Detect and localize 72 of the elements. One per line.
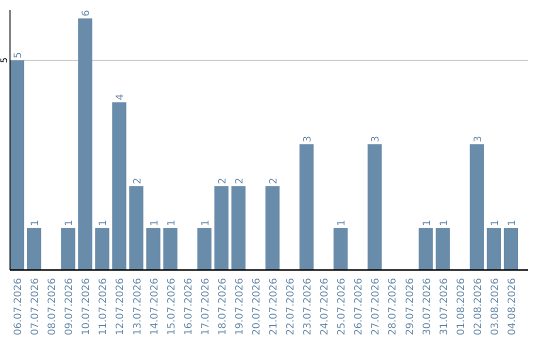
bar <box>334 228 348 270</box>
x-tick-label: 01.08.2026 <box>456 278 467 336</box>
data-label: 1 <box>438 220 450 226</box>
x-tick-label: 31.07.2026 <box>438 278 450 336</box>
bar <box>61 228 76 270</box>
x-tick-label: 27.07.2026 <box>370 278 382 336</box>
data-label: 3 <box>302 136 314 142</box>
x-tick-label: 04.08.2026 <box>506 278 518 336</box>
bar <box>470 144 484 270</box>
data-label: 1 <box>506 220 518 226</box>
data-label: 2 <box>217 178 228 184</box>
x-tick-label: 23.07.2026 <box>302 278 314 336</box>
x-tick-label: 21.07.2026 <box>268 278 280 336</box>
x-tick-label: 19.07.2026 <box>234 278 246 336</box>
x-tick-label: 28.07.2026 <box>388 278 399 336</box>
bar <box>146 228 160 270</box>
bar <box>368 144 382 270</box>
bar <box>265 186 280 270</box>
x-tick-label: 09.07.2026 <box>64 278 76 336</box>
x-tick-label: 26.07.2026 <box>354 278 365 336</box>
x-tick-label: 17.07.2026 <box>200 278 212 336</box>
bar <box>112 102 126 270</box>
x-tick-label: 02.08.2026 <box>472 278 484 336</box>
bar <box>436 228 450 270</box>
bar <box>78 18 92 270</box>
bar <box>214 186 228 270</box>
bar <box>163 228 178 270</box>
data-label: 2 <box>268 178 280 184</box>
data-label: 1 <box>98 220 110 226</box>
data-label: 6 <box>81 10 92 16</box>
data-label: 3 <box>370 136 382 142</box>
bar <box>486 228 501 270</box>
x-tick-label: 12.07.2026 <box>115 278 126 336</box>
data-label: 2 <box>132 178 144 184</box>
x-tick-label: 07.07.2026 <box>30 278 42 336</box>
data-label: 5 <box>0 57 10 64</box>
x-tick-label: 18.07.2026 <box>217 278 228 336</box>
x-tick-label: 24.07.2026 <box>320 278 331 336</box>
data-label: 1 <box>200 220 212 226</box>
bar <box>231 186 246 270</box>
data-label: 1 <box>166 220 178 226</box>
x-tick-label: 22.07.2026 <box>286 278 297 336</box>
x-tick-label: 16.07.2026 <box>183 278 194 336</box>
data-label: 1 <box>490 220 501 226</box>
bar <box>418 228 433 270</box>
x-tick-label: 06.07.2026 <box>13 278 24 336</box>
data-label: 4 <box>115 94 126 100</box>
x-tick-label: 03.08.2026 <box>490 278 501 336</box>
data-label: 1 <box>422 220 433 226</box>
x-tick-label: 25.07.2026 <box>336 278 348 336</box>
data-label: 1 <box>336 220 348 226</box>
x-tick-label: 13.07.2026 <box>132 278 144 336</box>
bar <box>197 228 212 270</box>
bar <box>95 228 110 270</box>
data-label: 1 <box>149 220 160 226</box>
x-tick-label: 11.07.2026 <box>98 278 110 336</box>
data-label: 1 <box>30 220 42 226</box>
x-tick-label: 29.07.2026 <box>404 278 416 336</box>
bar <box>504 228 518 270</box>
x-tick-label: 08.07.2026 <box>47 278 58 336</box>
x-tick-label: 15.07.2026 <box>166 278 178 336</box>
bar <box>10 60 24 270</box>
x-tick-label: 20.07.2026 <box>251 278 262 336</box>
x-tick-label: 14.07.2026 <box>149 278 160 336</box>
data-label: 1 <box>64 220 76 226</box>
bar <box>27 228 42 270</box>
x-tick-label: 30.07.2026 <box>422 278 433 336</box>
data-label: 3 <box>472 136 484 142</box>
data-label: 2 <box>234 178 246 184</box>
bar <box>129 186 144 270</box>
bar <box>300 144 314 270</box>
x-tick-label: 10.07.2026 <box>81 278 92 336</box>
